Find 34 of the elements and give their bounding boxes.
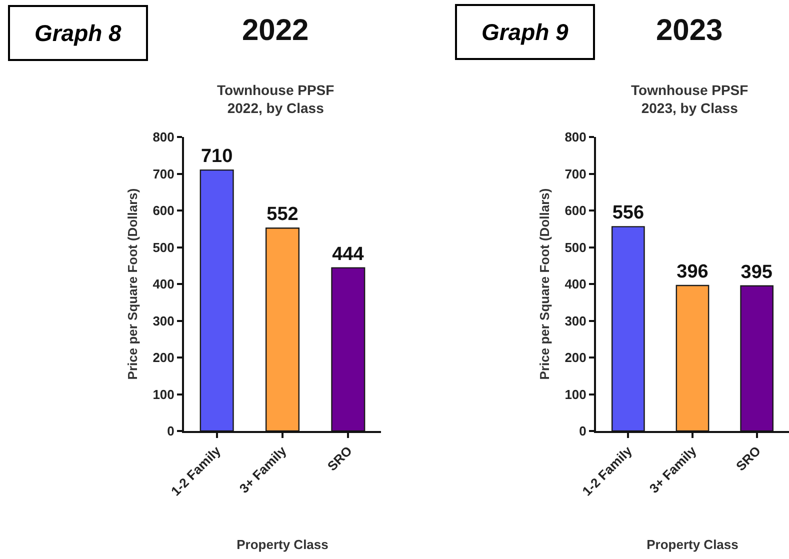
- y-axis-title: Price per Square Foot (Dollars): [125, 188, 140, 380]
- data-label: 552: [266, 204, 298, 226]
- y-tick-label: 800: [564, 130, 586, 145]
- y-tick-label: 600: [152, 203, 174, 218]
- y-tick-label: 400: [564, 276, 586, 292]
- y-tick-label: 600: [564, 203, 586, 218]
- y-tick-label: 700: [564, 166, 586, 182]
- y-axis-title: Price per Square Foot (Dollars): [537, 188, 552, 380]
- chart-subtitle: Townhouse PPSF 2022, by Class: [217, 82, 335, 116]
- caption: Graph 8: [34, 20, 122, 46]
- y-tick-label: 800: [152, 130, 174, 145]
- y-tick-label: 700: [152, 166, 174, 182]
- chart-subtitle: Townhouse PPSF 2023, by Class: [631, 82, 749, 116]
- y-tick-label: 100: [152, 386, 174, 402]
- y-tick-label: 0: [167, 424, 174, 439]
- y-tick-label: 0: [579, 424, 586, 439]
- x-axis-title: Property Class: [236, 536, 328, 552]
- data-label: 556: [612, 202, 644, 224]
- y-tick-label: 200: [564, 350, 586, 366]
- y-tick-label: 100: [564, 386, 586, 402]
- x-axis-title: Property Class: [646, 536, 738, 552]
- chart-title: 2022: [242, 14, 309, 47]
- y-tick-label: 200: [152, 350, 174, 366]
- caption: Graph 9: [481, 19, 569, 45]
- y-tick-label: 500: [564, 240, 586, 255]
- data-label: 710: [200, 146, 233, 168]
- data-label: 444: [332, 244, 364, 265]
- y-tick-label: 300: [564, 313, 586, 328]
- data-label: 396: [676, 261, 708, 282]
- data-label: 395: [740, 262, 773, 283]
- y-tick-label: 300: [152, 313, 174, 328]
- y-tick-label: 400: [152, 276, 174, 292]
- chart-title: 2023: [656, 14, 723, 47]
- y-tick-label: 500: [152, 240, 174, 255]
